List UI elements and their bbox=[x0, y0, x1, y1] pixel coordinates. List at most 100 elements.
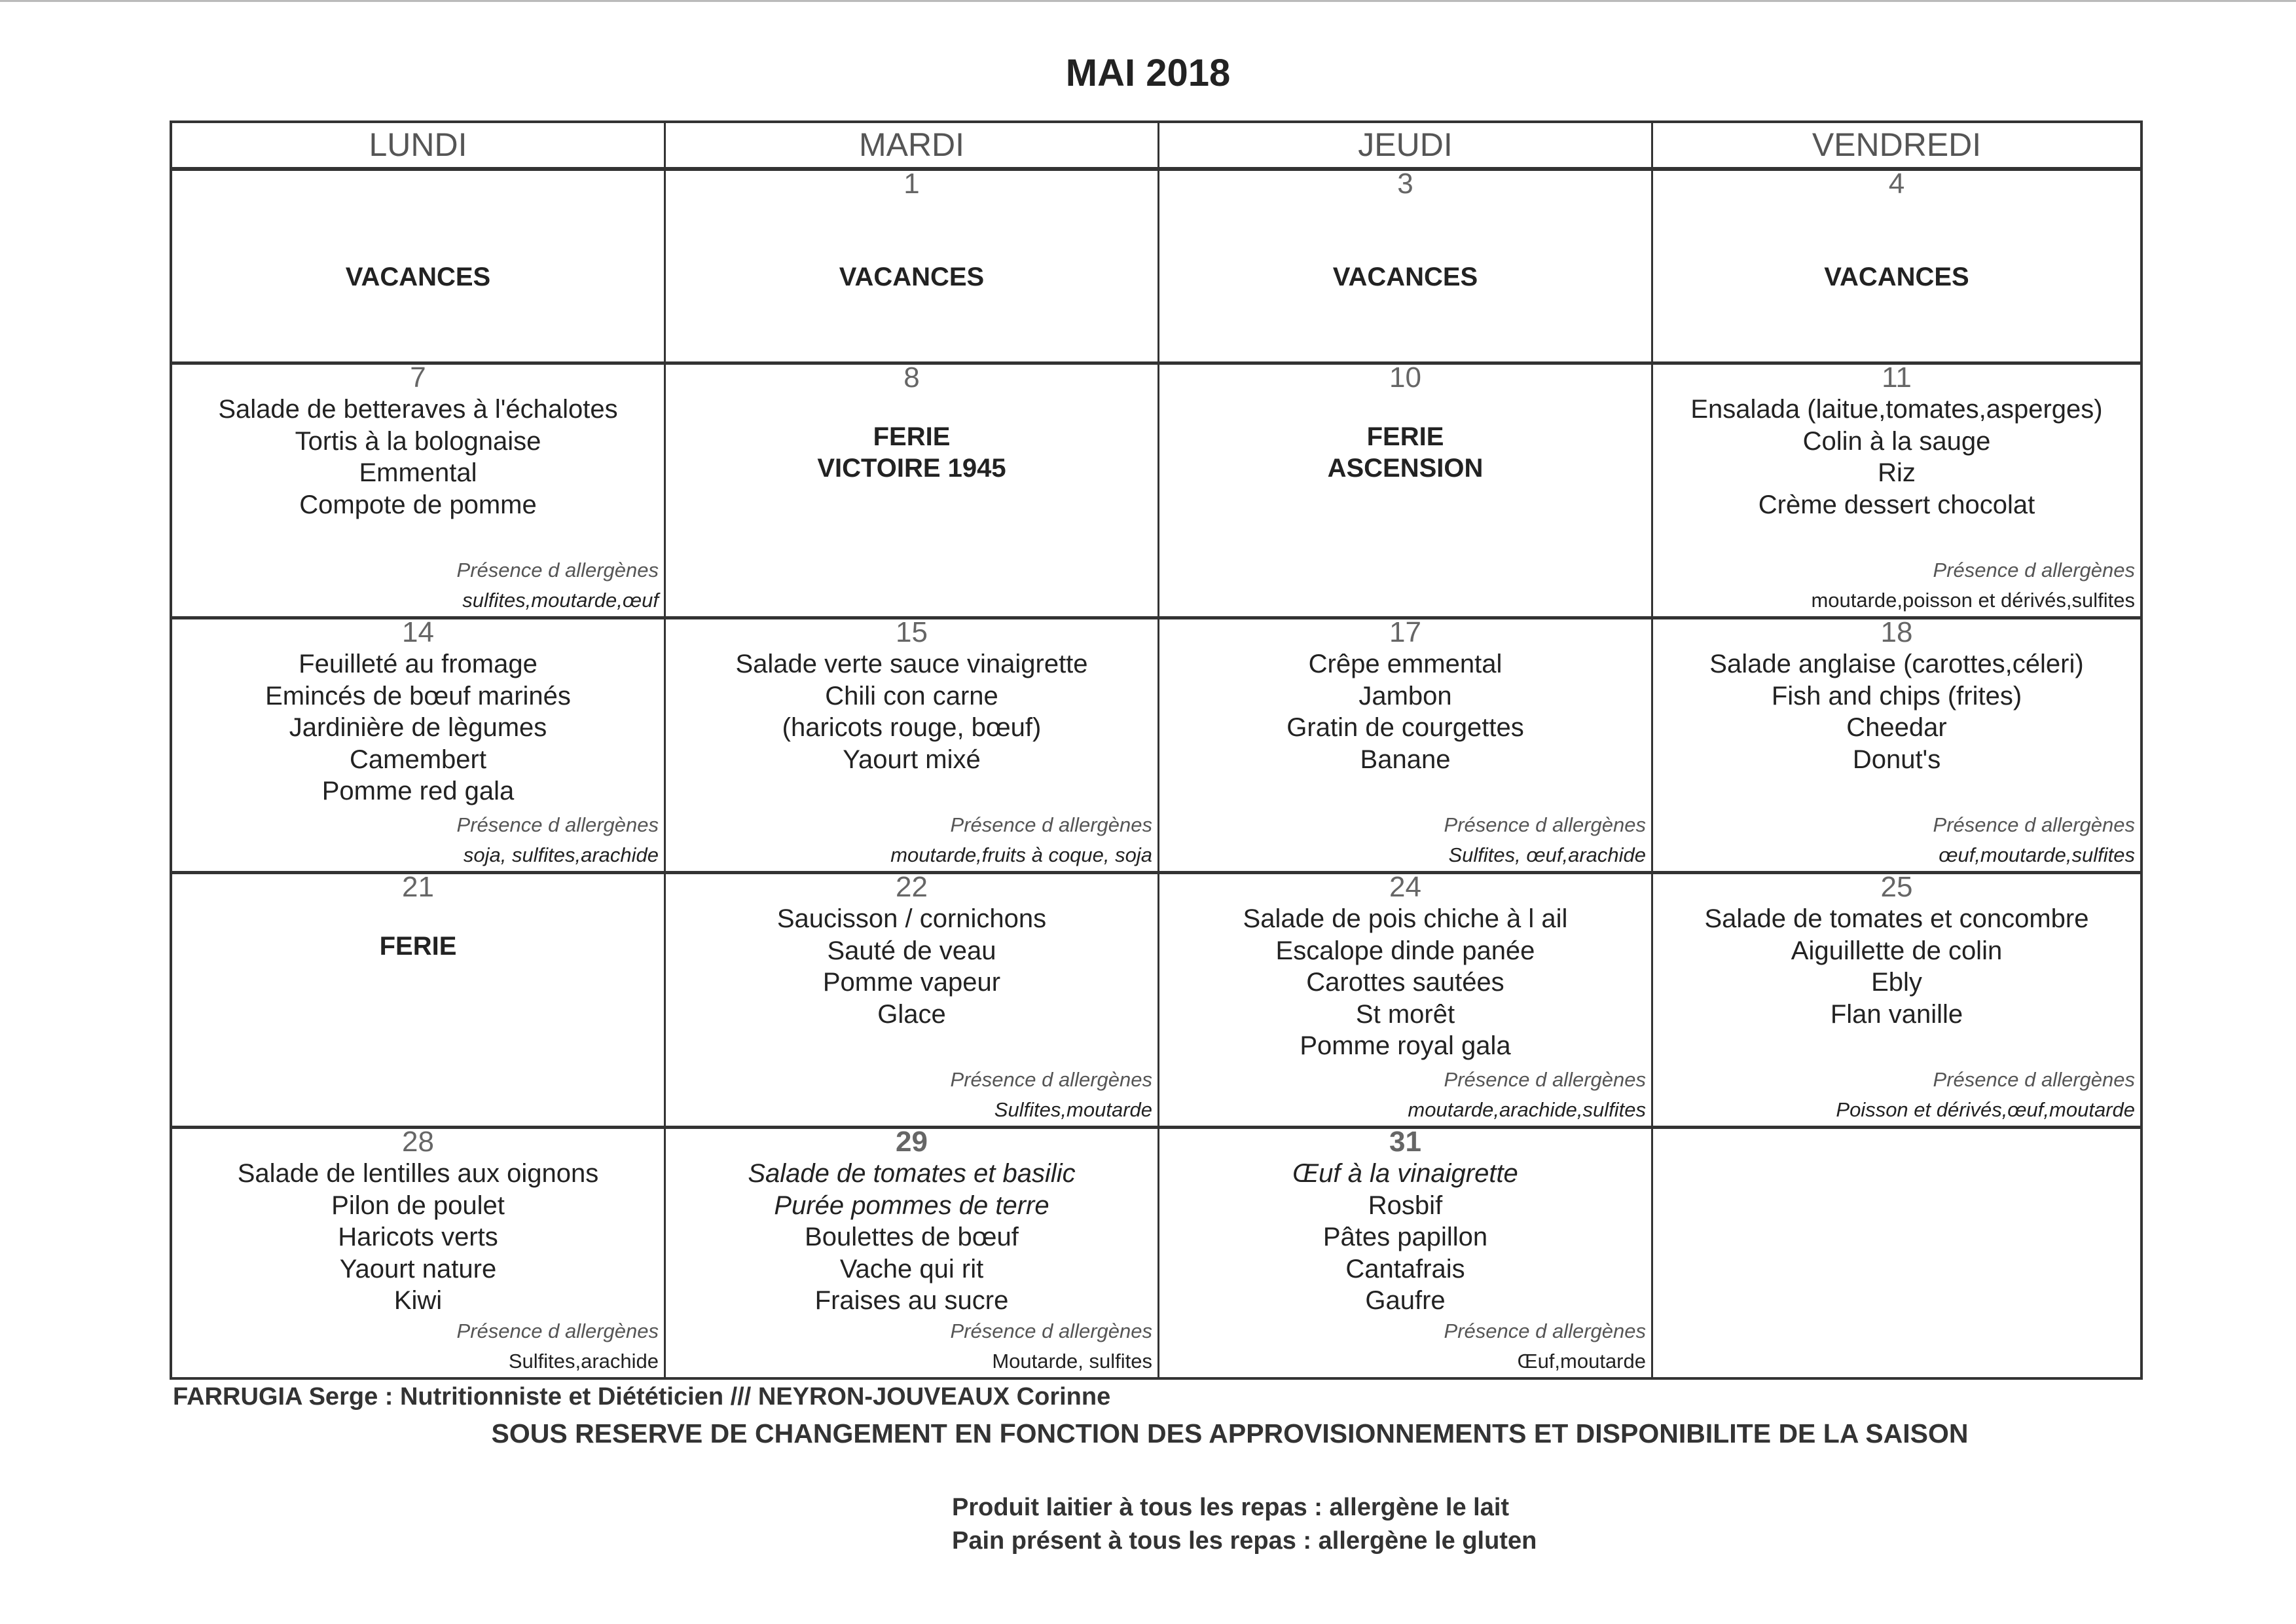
allergen-label: Présence d allergènes bbox=[1933, 1068, 2135, 1091]
menu-items: Œuf à la vinaigrette Rosbif Pâtes papillon… bbox=[1159, 1158, 1651, 1317]
menu-items: Salade de tomates et concombre Aiguillett… bbox=[1653, 903, 2140, 1030]
menu-item: Salade anglaise (carottes,céleri) bbox=[1709, 650, 2084, 678]
menu-item: Cheedar bbox=[1846, 713, 1947, 742]
allergen-label: Présence d allergènes bbox=[456, 559, 659, 581]
menu-items: Salade de lentilles aux oignons Pilon de … bbox=[172, 1158, 664, 1317]
scan-edge-line bbox=[0, 0, 2296, 2]
day-cell: 8 FERIE VICTOIRE 1945 bbox=[666, 361, 1159, 619]
page-title: MAI 2018 bbox=[1065, 52, 1231, 94]
menu-item: Salade de lentilles aux oignons bbox=[237, 1159, 599, 1188]
menu-item: Escalope dinde panée bbox=[1275, 936, 1535, 965]
allergen-list: Sulfites,moutarde bbox=[994, 1098, 1152, 1121]
menu-items: Feuilleté au fromage Emincés de bœuf mari… bbox=[172, 648, 664, 807]
allergen-block: Présence d allergènes Sulfites,moutarde bbox=[951, 1064, 1152, 1124]
menu-item: Salade verte sauce vinaigrette bbox=[735, 650, 1088, 678]
menu-item: Boulettes de bœuf bbox=[805, 1223, 1019, 1251]
menu-item: Ebly bbox=[1871, 968, 1922, 997]
menu-item: Camembert bbox=[350, 745, 486, 774]
menu-item: Chili con carne bbox=[825, 681, 998, 710]
authors-line: FARRUGIA Serge : Nutritionniste et Diété… bbox=[173, 1383, 1111, 1411]
day-number: 1 bbox=[903, 168, 920, 200]
menu-item: St morêt bbox=[1355, 999, 1455, 1029]
menu-item: Jardinière de lègumes bbox=[289, 713, 547, 742]
menu-item: Yaourt mixé bbox=[843, 745, 981, 774]
menu-item: Gratin de courgettes bbox=[1286, 713, 1524, 742]
allergen-list: Œuf,moutarde bbox=[1517, 1350, 1646, 1373]
allergen-block: Présence d allergènes Sulfites, œuf,arach… bbox=[1444, 809, 1646, 870]
note-dairy: Produit laitier à tous les repas : aller… bbox=[952, 1494, 1510, 1521]
day-cell: VACANCES bbox=[172, 171, 666, 365]
vacances-label: VACANCES bbox=[1332, 263, 1478, 291]
day-number: 3 bbox=[1397, 168, 1413, 200]
holiday-label: FERIE ASCENSION bbox=[1159, 421, 1651, 484]
day-cell: 10 FERIE ASCENSION bbox=[1159, 363, 1653, 619]
menu-item: Crêpe emmental bbox=[1308, 650, 1503, 678]
allergen-block: Présence d allergènes moutarde,poisson et… bbox=[1811, 555, 2135, 615]
menu-item: Œuf à la vinaigrette bbox=[1292, 1159, 1518, 1188]
day-cell: 24 Salade de pois chiche à l ail Escalope … bbox=[1159, 873, 1653, 1129]
menu-item: Riz bbox=[1878, 458, 1916, 487]
allergen-block: Présence d allergènes Poisson et dérivés,… bbox=[1836, 1064, 2135, 1124]
vacances-label: VACANCES bbox=[839, 263, 985, 291]
allergen-label: Présence d allergènes bbox=[456, 813, 659, 836]
allergen-notes: Produit laitier à tous les repas : aller… bbox=[952, 1491, 1537, 1558]
allergen-label: Présence d allergènes bbox=[1444, 1068, 1646, 1091]
day-number bbox=[1653, 1129, 2140, 1155]
menu-item: Feuilleté au fromage bbox=[299, 650, 538, 678]
menu-item: Crème dessert chocolat bbox=[1758, 490, 2035, 519]
menu-item: Yaourt nature bbox=[339, 1254, 497, 1283]
day-number: 8 bbox=[903, 361, 920, 394]
menu-item: Fish and chips (frites) bbox=[1771, 681, 2022, 710]
allergen-block: Présence d allergènes Sulfites,arachide bbox=[457, 1316, 659, 1376]
vacances-label: VACANCES bbox=[1824, 263, 1969, 291]
holiday-label: FERIE bbox=[172, 931, 664, 962]
menu-item: Tortis à la bolognaise bbox=[295, 426, 541, 456]
allergen-list: Moutarde, sulfites bbox=[992, 1350, 1152, 1373]
allergen-list: Sulfites, œuf,arachide bbox=[1448, 843, 1646, 866]
menu-item: Fraises au sucre bbox=[814, 1286, 1009, 1315]
allergen-label: Présence d allergènes bbox=[1444, 813, 1646, 836]
menu-item: Donut's bbox=[1852, 745, 1941, 774]
menu-item: Rosbif bbox=[1368, 1190, 1443, 1220]
day-number: 31 bbox=[1389, 1126, 1421, 1158]
day-cell: 18 Salade anglaise (carottes,céleri) Fish … bbox=[1653, 618, 2140, 874]
header-jeudi: JEUDI bbox=[1159, 123, 1653, 171]
menu-item: Purée pommes de terre bbox=[774, 1190, 1049, 1220]
menu-calendar-table: LUNDI MARDI JEUDI VENDREDI VACANCES 1 VACA… bbox=[170, 120, 2143, 1380]
disclaimer: SOUS RESERVE DE CHANGEMENT EN FONCTION D… bbox=[491, 1418, 1969, 1449]
menu-item: Salade de betteraves à l'échalotes bbox=[218, 395, 618, 424]
day-number: 11 bbox=[1882, 361, 1912, 394]
allergen-block: Présence d allergènes soja, sulfites,arac… bbox=[457, 809, 659, 870]
allergen-list: moutarde,poisson et dérivés,sulfites bbox=[1811, 589, 2135, 612]
holiday-line: FERIE bbox=[379, 932, 457, 961]
allergen-list: moutarde,fruits à coque, soja bbox=[890, 843, 1152, 866]
day-cell: 4 VACANCES bbox=[1653, 168, 2140, 365]
menu-item: Glace bbox=[877, 999, 946, 1029]
allergen-list: Sulfites,arachide bbox=[508, 1350, 659, 1373]
menu-item: Vache qui rit bbox=[839, 1254, 984, 1283]
allergen-block: Présence d allergènes moutarde,arachide,s… bbox=[1408, 1064, 1646, 1124]
menu-items: Crêpe emmental Jambon Gratin de courgettes… bbox=[1159, 648, 1651, 775]
day-number: 22 bbox=[896, 871, 928, 903]
menu-item: Salade de tomates et concombre bbox=[1704, 904, 2089, 933]
day-cell bbox=[1653, 1129, 2140, 1377]
menu-item: Gaufre bbox=[1365, 1286, 1446, 1315]
allergen-block: Présence d allergènes Œuf,moutarde bbox=[1444, 1316, 1646, 1376]
menu-item: Aiguillette de colin bbox=[1791, 936, 2003, 965]
allergen-label: Présence d allergènes bbox=[950, 813, 1152, 836]
day-number: 29 bbox=[896, 1126, 928, 1158]
day-cell: 15 Salade verte sauce vinaigrette Chili co… bbox=[666, 618, 1159, 874]
day-cell: 17 Crêpe emmental Jambon Gratin de courgett… bbox=[1159, 618, 1653, 874]
menu-item: Jambon bbox=[1358, 681, 1452, 710]
menu-item: Sauté de veau bbox=[827, 936, 996, 965]
day-cell: 21 FERIE bbox=[172, 873, 666, 1129]
holiday-line: FERIE bbox=[873, 422, 951, 451]
header-lundi: LUNDI bbox=[172, 123, 666, 171]
holiday-line: FERIE bbox=[1366, 422, 1444, 451]
menu-item: Pomme red gala bbox=[321, 777, 515, 805]
menu-item: Cantafrais bbox=[1345, 1254, 1465, 1283]
day-number: 4 bbox=[1888, 168, 1905, 200]
menu-item: Pomme vapeur bbox=[822, 968, 1001, 997]
allergen-list: œuf,moutarde,sulfites bbox=[1939, 843, 2135, 866]
allergen-label: Présence d allergènes bbox=[456, 1320, 659, 1342]
